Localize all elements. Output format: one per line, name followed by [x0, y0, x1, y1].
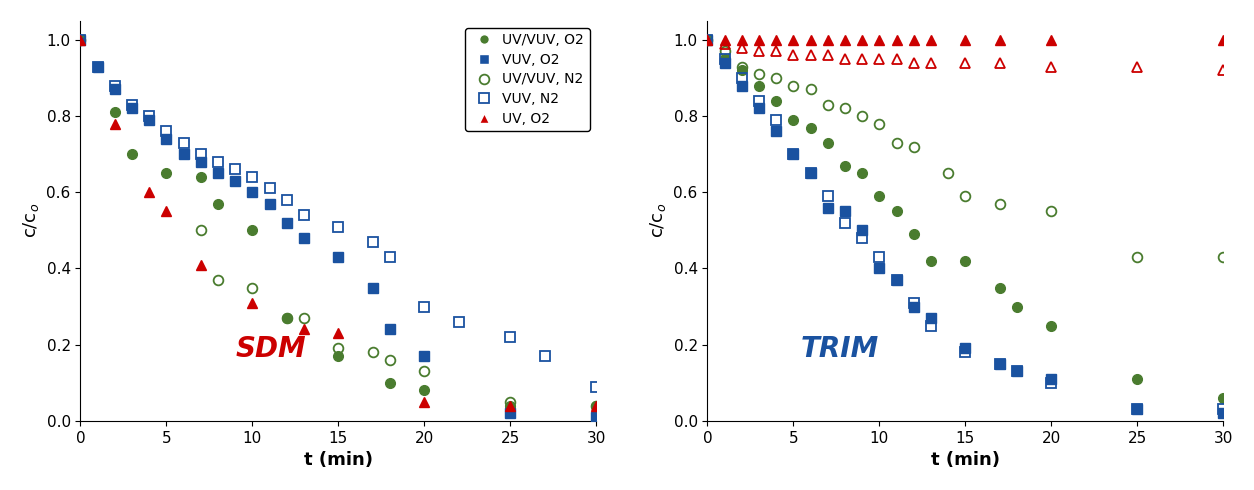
Y-axis label: c/c$_o$: c/c$_o$	[648, 203, 668, 239]
Y-axis label: c/c$_o$: c/c$_o$	[21, 203, 41, 239]
X-axis label: t (min): t (min)	[303, 451, 372, 469]
Text: SDM: SDM	[236, 335, 306, 363]
X-axis label: t (min): t (min)	[930, 451, 999, 469]
Text: TRIM: TRIM	[800, 335, 879, 363]
Legend: UV/VUV, O2, VUV, O2, UV/VUV, N2, VUV, N2, UV, O2: UV/VUV, O2, VUV, O2, UV/VUV, N2, VUV, N2…	[465, 28, 589, 131]
